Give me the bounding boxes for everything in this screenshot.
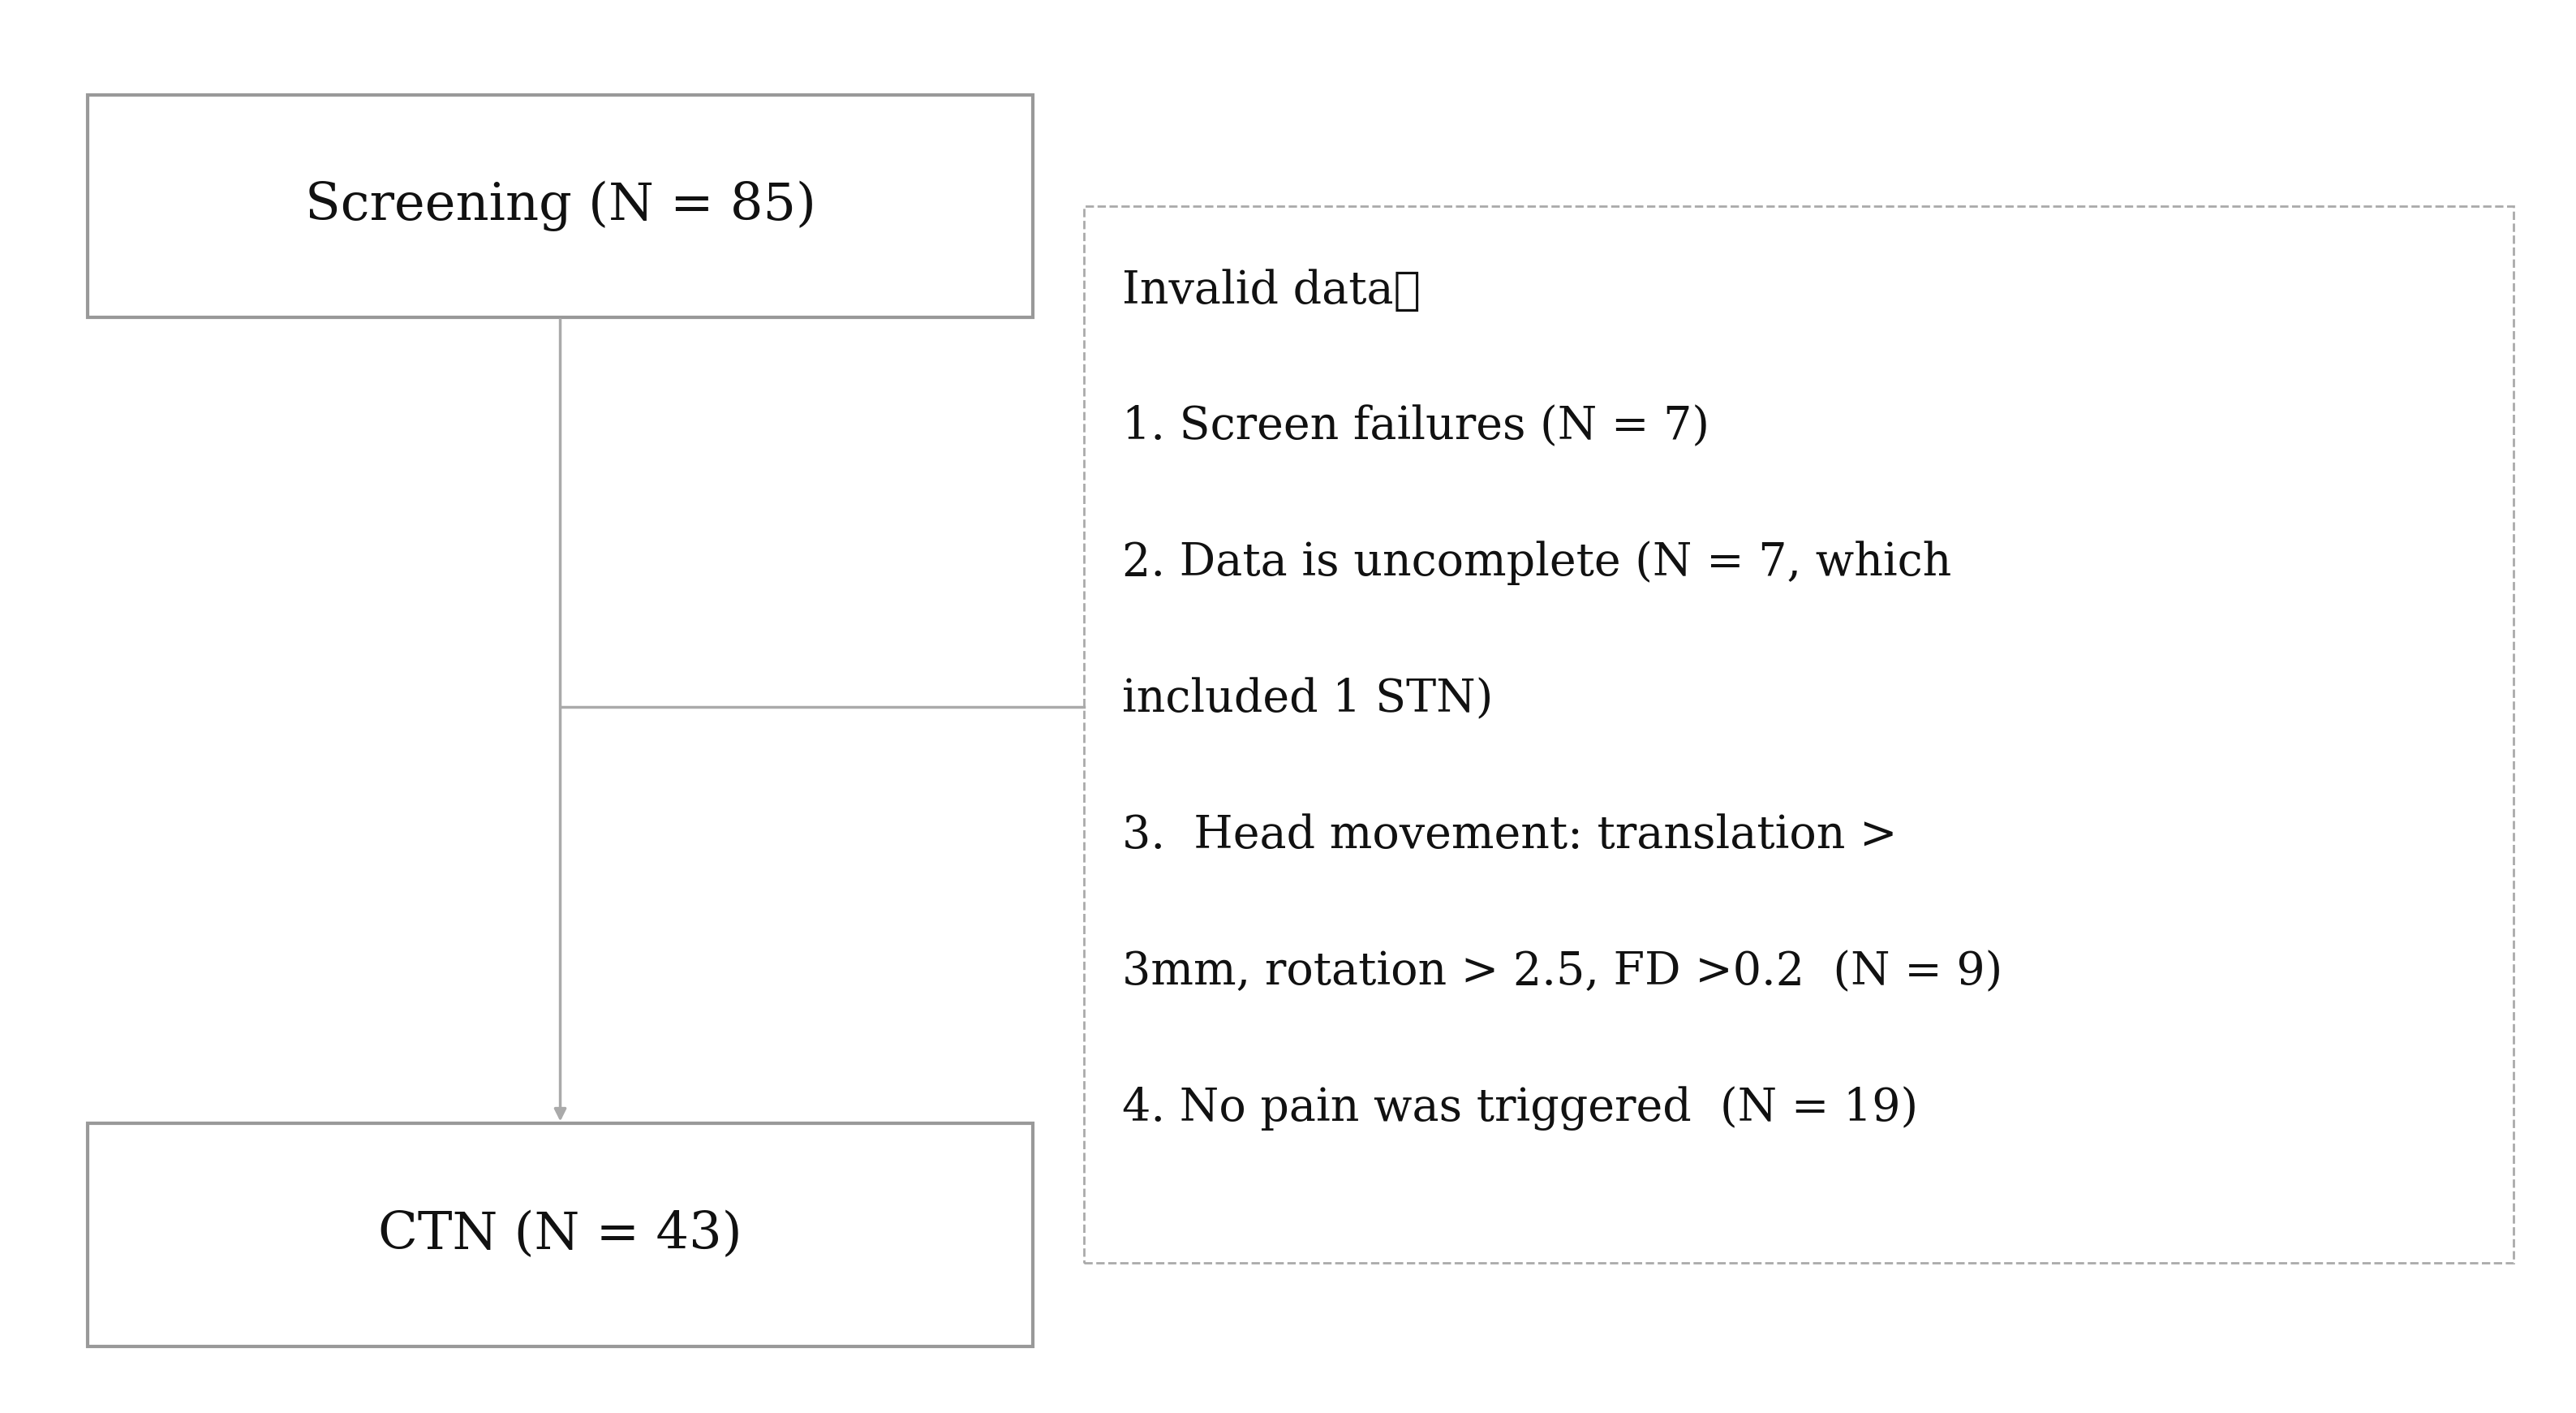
Text: included 1 STN): included 1 STN): [1123, 677, 1494, 722]
Text: 1. Screen failures (N = 7): 1. Screen failures (N = 7): [1123, 404, 1710, 449]
FancyBboxPatch shape: [88, 95, 1033, 317]
Text: CTN (N = 43): CTN (N = 43): [379, 1210, 742, 1259]
Text: 2. Data is uncomplete (N = 7, which: 2. Data is uncomplete (N = 7, which: [1123, 541, 1953, 585]
Text: 3.  Head movement: translation >: 3. Head movement: translation >: [1123, 814, 1899, 858]
Text: Screening (N = 85): Screening (N = 85): [304, 181, 817, 232]
Text: 3mm, rotation > 2.5, FD >0.2  (N = 9): 3mm, rotation > 2.5, FD >0.2 (N = 9): [1123, 950, 2002, 995]
FancyBboxPatch shape: [88, 1123, 1033, 1347]
Text: 4. No pain was triggered  (N = 19): 4. No pain was triggered (N = 19): [1123, 1087, 1919, 1130]
Text: Invalid data：: Invalid data：: [1123, 268, 1419, 312]
FancyBboxPatch shape: [1084, 206, 2514, 1263]
